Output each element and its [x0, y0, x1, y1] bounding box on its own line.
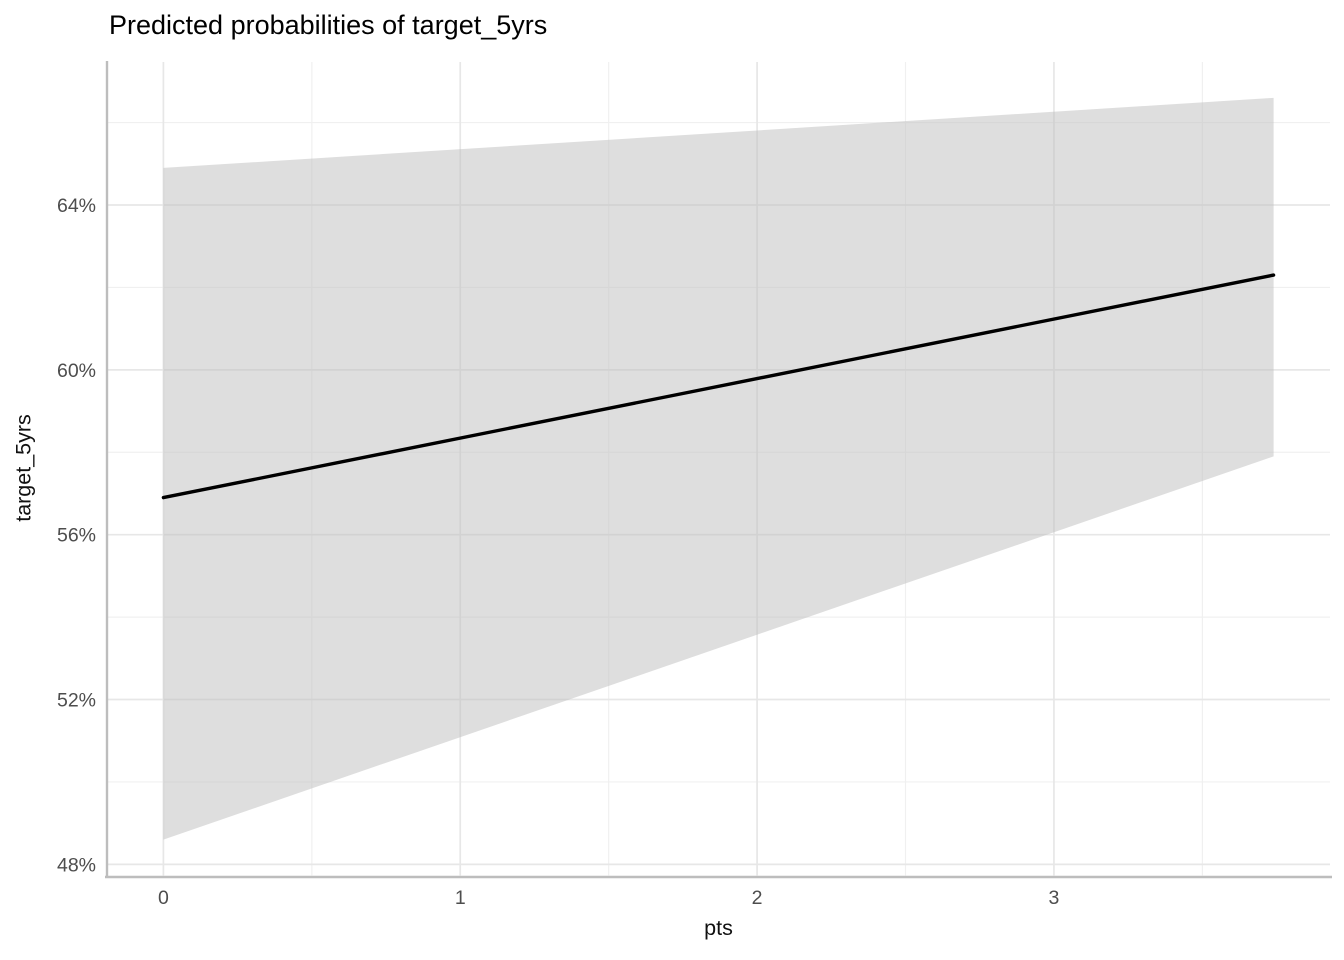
- chart-title: Predicted probabilities of target_5yrs: [109, 10, 548, 40]
- x-axis-title: pts: [704, 916, 733, 940]
- y-tick-label: 52%: [57, 690, 96, 712]
- x-tick-label: 1: [455, 887, 466, 909]
- x-tick-label: 0: [158, 887, 169, 909]
- fit-line: [161, 273, 1276, 500]
- x-tick-label: 3: [1049, 887, 1060, 909]
- y-tick-label: 56%: [57, 525, 96, 547]
- y-axis-title: target_5yrs: [11, 414, 36, 522]
- y-tick-label: 64%: [57, 195, 96, 217]
- y-tick-label: 48%: [57, 854, 96, 876]
- y-tick-label: 60%: [57, 360, 96, 382]
- confidence-ribbon: [163, 97, 1274, 840]
- x-tick-label: 2: [752, 887, 763, 909]
